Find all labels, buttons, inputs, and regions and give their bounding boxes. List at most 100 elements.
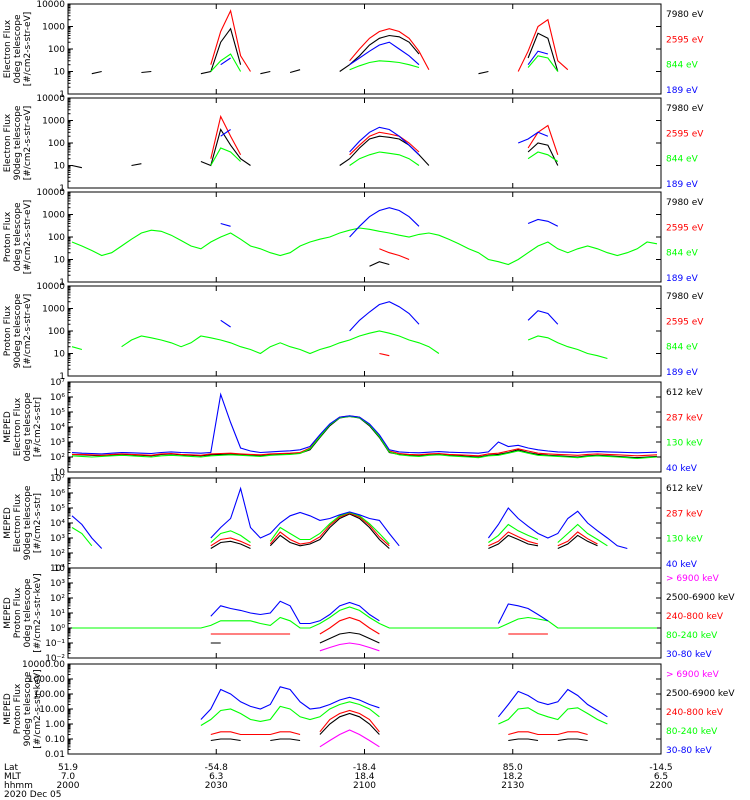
footer-value: 6.3 — [209, 772, 223, 782]
y-axis-label: 90deg telescope — [13, 293, 23, 368]
y-tick-label: 10 — [54, 162, 66, 172]
legend-entry: 844 eV — [666, 61, 699, 71]
y-tick-label: 10⁴ — [50, 423, 65, 433]
series-line-3 — [71, 511, 608, 547]
y-axis-label: 0deg telescope — [13, 14, 23, 84]
legend-entry: 80-240 keV — [666, 727, 718, 737]
y-tick-label: 1 — [59, 372, 65, 382]
legend-entry: 287 keV — [666, 413, 703, 423]
legend-entry: 240-800 keV — [666, 612, 724, 622]
y-tick-label: 10⁵ — [50, 408, 65, 418]
legend-entry: > 6900 keV — [666, 574, 720, 584]
legend-entry: 844 eV — [666, 249, 699, 259]
y-tick-label: 10000 — [36, 188, 65, 198]
y-axis-label: 90deg telescope — [23, 671, 33, 746]
legend-entry: 80-240 keV — [666, 631, 718, 641]
series-line-4 — [71, 392, 658, 455]
y-tick-label: 1 — [59, 90, 65, 100]
y-tick-label: 10⁴ — [50, 564, 65, 574]
series-line-2 — [210, 512, 598, 547]
y-axis-label: Proton Flux — [3, 211, 13, 262]
legend-entry: > 6900 keV — [666, 670, 720, 680]
legend-entry: 7980 eV — [666, 10, 704, 20]
y-tick-label: 10⁵ — [50, 504, 65, 514]
y-tick-label: 10⁻¹ — [45, 639, 65, 649]
legend-entry: 130 keV — [666, 535, 703, 545]
y-tick-label: 10000.00 — [22, 660, 65, 670]
legend-entry: 30-80 keV — [666, 746, 712, 756]
y-axis-label: [#/cm2-s-str-keV] — [33, 573, 43, 652]
y-axis-label: MEPED — [3, 411, 13, 443]
footer-row-label-mlt: MLT — [4, 772, 22, 782]
series-line-3 — [210, 616, 548, 635]
series-line-4 — [71, 486, 628, 550]
footer-value: 6.5 — [654, 772, 668, 782]
y-axis-label: [#/cm2-s-str] — [33, 397, 43, 457]
y-axis-label: Proton Flux — [13, 587, 23, 638]
y-tick-label: 10² — [50, 453, 65, 463]
series-line-1 — [370, 262, 410, 269]
y-tick-label: 100 — [48, 327, 65, 337]
legend-entry: 2595 eV — [666, 223, 704, 233]
panel-frame — [67, 285, 662, 377]
panel-frame — [67, 381, 662, 473]
y-tick-label: 10⁰ — [50, 624, 65, 634]
legend-entry: 7980 eV — [666, 104, 704, 114]
series-line-4 — [220, 301, 559, 332]
y-axis-label: MEPED — [3, 693, 13, 725]
footer-value: 85.0 — [503, 763, 523, 773]
footer-date: 2020 Dec 05 — [4, 790, 62, 800]
y-tick-label: 10³ — [50, 579, 65, 589]
y-axis-label: [#/cm2-s-str-keV] — [33, 669, 43, 748]
y-tick-label: 10³ — [50, 438, 65, 448]
y-axis-label: Proton Flux — [3, 305, 13, 356]
y-tick-label: 10 — [54, 468, 66, 478]
y-tick-label: 10² — [50, 549, 65, 559]
series-line-4 — [200, 701, 608, 726]
series-line-3 — [72, 331, 647, 359]
series-line-3 — [210, 147, 559, 166]
series-line-2 — [210, 631, 380, 644]
panel-frame — [67, 567, 662, 659]
legend-entry: 40 keV — [666, 464, 698, 474]
panel-frame — [67, 3, 662, 95]
series-line-1 — [210, 513, 598, 550]
y-tick-label: 1000.00 — [28, 675, 65, 685]
series-line-4 — [220, 126, 549, 156]
footer-value: -14.5 — [649, 763, 672, 773]
series-line-2 — [379, 352, 390, 357]
y-tick-label: 10² — [50, 594, 65, 604]
y-tick-label: 10000 — [36, 0, 65, 10]
legend-entry: 30-80 keV — [666, 650, 712, 660]
series-line-4 — [220, 41, 549, 66]
y-axis-label: Electron Flux — [3, 113, 13, 172]
footer-value: 2130 — [501, 781, 524, 791]
y-tick-label: 1 — [59, 278, 65, 288]
y-axis-label: 90deg telescope — [23, 485, 33, 560]
legend-entry: 189 eV — [666, 86, 699, 96]
panel-4: 1 10 100 1000 10000 Proton Flux 90deg telescop… — [3, 282, 704, 382]
y-tick-label: 10⁻² — [45, 654, 65, 664]
series-line-1 — [319, 642, 380, 652]
legend-entry: 189 eV — [666, 274, 699, 284]
series-line-2 — [210, 114, 559, 159]
y-axis-label: 90deg telescope — [13, 105, 23, 180]
y-axis-label: 0deg telescope — [13, 202, 23, 272]
time-axis-footer: Lat MLT hhmm 2020 Dec 05 51.9 -54.8 -18.4 8… — [4, 763, 673, 800]
y-axis-label: MEPED — [3, 507, 13, 539]
legend-entry: 2500-6900 keV — [666, 689, 735, 699]
panel-7: 10⁻² 10⁻¹ 10⁰ 10¹ 10² 10³ 10⁴ MEPED Proton Flux 0… — [3, 564, 735, 664]
legend-entry: 189 eV — [666, 368, 699, 378]
panel-8: 0.01 0.10 1.00 10.00 100.00 1000.00 10000.00 ME… — [3, 660, 735, 760]
y-axis-label: Electron Flux — [3, 19, 13, 78]
footer-value: -54.8 — [205, 763, 229, 773]
legend-entry: 612 keV — [666, 484, 703, 494]
y-axis-label: [#/cm2-s-str-eV] — [23, 294, 33, 369]
y-tick-label: 100 — [48, 45, 65, 55]
y-tick-label: 100 — [48, 233, 65, 243]
y-tick-label: 10⁶ — [50, 489, 65, 499]
y-axis-label: MEPED — [3, 597, 13, 629]
panel-5: 10 10² 10³ 10⁴ 10⁵ 10⁶ 10⁷ MEPED Electron Flux 0d… — [3, 378, 703, 478]
series-line-3 — [71, 227, 658, 266]
